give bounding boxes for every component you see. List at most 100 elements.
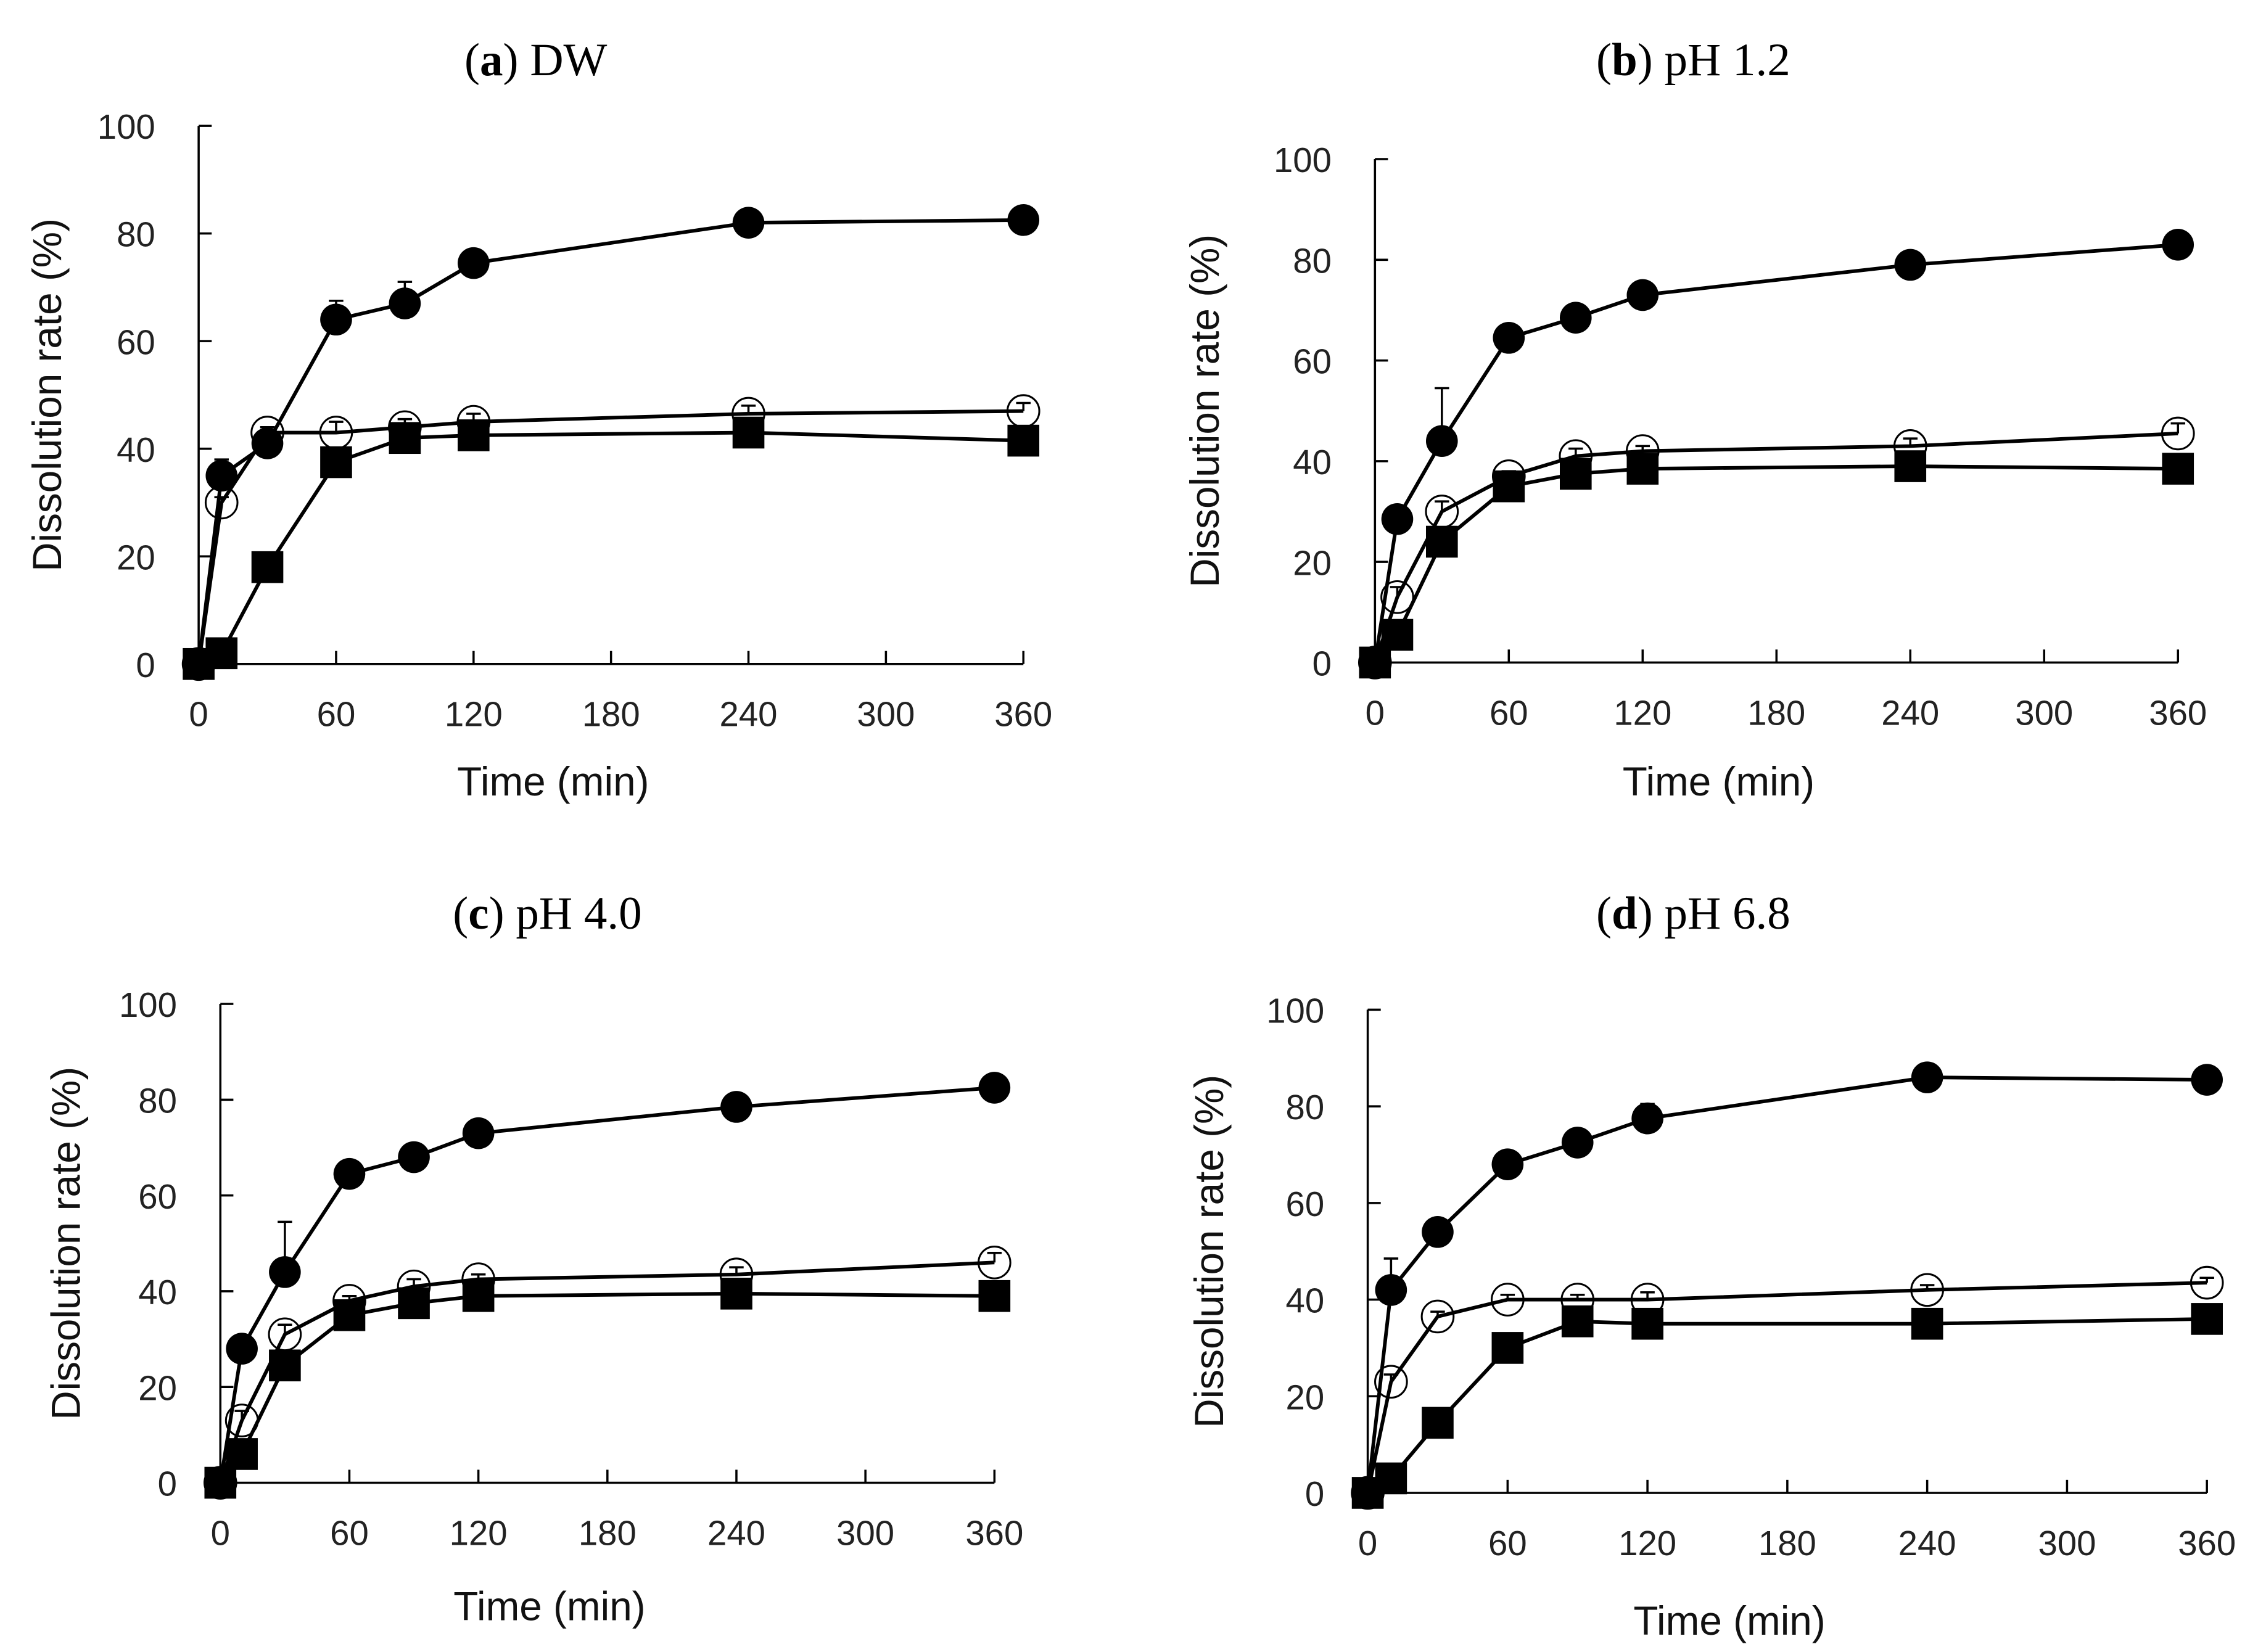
y-tick-label: 40 xyxy=(1293,443,1332,482)
x-tick-label: 300 xyxy=(857,695,915,734)
title-paren-close: ) xyxy=(1638,35,1665,86)
title-letter: d xyxy=(1612,888,1638,939)
x-tick-label: 180 xyxy=(579,1513,637,1552)
data-point-filled-circle xyxy=(389,287,421,319)
data-point-filled-circle xyxy=(1375,1274,1407,1306)
series-filled-circle xyxy=(204,1072,1011,1499)
data-point-filled-circle xyxy=(205,459,238,492)
title-paren-open: ( xyxy=(464,35,480,86)
title-letter: c xyxy=(468,888,488,939)
y-tick-label: 100 xyxy=(97,107,155,146)
x-tick-label: 120 xyxy=(450,1513,508,1552)
data-point-filled-square xyxy=(720,1278,752,1310)
y-tick-label: 80 xyxy=(1286,1088,1325,1127)
y-tick-label: 40 xyxy=(1286,1281,1325,1320)
x-tick-label: 360 xyxy=(965,1513,1023,1552)
x-tick-label: 120 xyxy=(445,695,503,734)
series-open-circle xyxy=(1351,1265,2224,1510)
data-point-filled-circle xyxy=(226,1333,258,1365)
data-point-filled-circle xyxy=(1911,1061,1943,1093)
series-filled-square xyxy=(204,1278,1011,1499)
y-tick-label: 60 xyxy=(1286,1185,1325,1223)
x-tick-label: 360 xyxy=(2149,693,2207,732)
series-filled-circle xyxy=(183,204,1040,680)
panel-c: (c) pH 4.0 0 60 120 180 240 300 360 0 20 40 60 80 100… xyxy=(44,888,1024,1629)
data-point-open-circle xyxy=(1910,1273,1944,1307)
data-point-open-circle xyxy=(2161,416,2195,451)
y-tick-label: 40 xyxy=(138,1273,177,1312)
x-tick-label: 0 xyxy=(189,695,208,734)
y-tick-label: 20 xyxy=(138,1368,177,1407)
series-line xyxy=(1366,1281,2207,1494)
x-tick-label: 60 xyxy=(317,695,356,734)
y-tick-label: 0 xyxy=(136,646,155,684)
x-tick-label: 300 xyxy=(836,1513,894,1552)
data-point-filled-square xyxy=(1381,618,1414,651)
data-point-filled-circle xyxy=(333,1157,366,1190)
data-point-filled-square xyxy=(1559,458,1592,490)
data-point-filled-circle xyxy=(1422,1216,1454,1248)
y-tick-label: 80 xyxy=(117,215,155,254)
x-tick-label: 240 xyxy=(1898,1524,1956,1563)
data-point-filled-square xyxy=(1422,1407,1454,1439)
series-line xyxy=(1373,242,2178,663)
title-letter: a xyxy=(480,35,503,86)
data-point-open-circle xyxy=(1491,1283,1525,1317)
data-point-open-circle xyxy=(978,1246,1012,1280)
x-tick-label: 60 xyxy=(1490,693,1528,732)
x-tick-label: 120 xyxy=(1618,1524,1676,1563)
y-tick-label: 0 xyxy=(1312,644,1332,683)
data-point-filled-circle xyxy=(1493,322,1525,354)
x-tick-label: 360 xyxy=(994,695,1052,734)
data-point-filled-circle xyxy=(1559,302,1592,334)
data-point-filled-square xyxy=(1425,525,1458,558)
data-point-open-circle xyxy=(2190,1265,2224,1300)
data-point-filled-square xyxy=(333,1299,366,1331)
title-text: pH 1.2 xyxy=(1665,35,1790,86)
series-open-circle xyxy=(1358,416,2195,680)
data-point-filled-square xyxy=(458,419,490,451)
data-point-filled-circle xyxy=(1351,1477,1384,1509)
data-point-filled-circle xyxy=(251,427,284,459)
data-point-filled-square xyxy=(978,1280,1011,1312)
data-point-filled-circle xyxy=(1894,249,1927,281)
series-line xyxy=(197,409,1024,665)
x-axis-label: Time (min) xyxy=(457,759,649,804)
x-tick-label: 240 xyxy=(707,1513,765,1552)
title-paren-open: ( xyxy=(453,888,468,939)
series-filled-circle xyxy=(1359,229,2194,679)
y-tick-label: 60 xyxy=(1293,342,1332,381)
x-tick-label: 0 xyxy=(211,1513,230,1552)
data-point-filled-circle xyxy=(462,1117,495,1149)
data-point-filled-square xyxy=(1631,1307,1663,1340)
series-line xyxy=(218,1086,995,1483)
series-filled-square xyxy=(1351,1303,2223,1509)
data-point-filled-square xyxy=(732,416,765,449)
series-filled-square xyxy=(1359,450,2194,679)
title-paren-close: ) xyxy=(503,35,530,86)
panel-d: (d) pH 6.8 0 60 120 180 240 300 360 0 20 40 60 80 100… xyxy=(1187,888,2236,1643)
panel-title: (a) DW xyxy=(464,35,607,86)
data-point-filled-square xyxy=(1911,1307,1943,1340)
y-tick-label: 100 xyxy=(1266,992,1324,1030)
data-point-filled-circle xyxy=(732,207,765,239)
x-tick-label: 0 xyxy=(1366,693,1385,732)
x-axis-label: Time (min) xyxy=(1623,759,1815,804)
title-text: pH 6.8 xyxy=(1665,888,1790,939)
y-tick-label: 20 xyxy=(1286,1378,1325,1416)
data-point-filled-circle xyxy=(1381,503,1414,535)
data-point-filled-square xyxy=(1007,424,1040,457)
data-point-filled-square xyxy=(1491,1332,1524,1364)
data-point-filled-square xyxy=(2191,1303,2223,1335)
data-point-filled-circle xyxy=(1007,204,1040,236)
data-point-filled-circle xyxy=(204,1466,237,1499)
data-point-filled-circle xyxy=(458,247,490,279)
data-point-open-circle xyxy=(1374,1365,1408,1399)
y-tick-label: 60 xyxy=(117,323,155,361)
title-paren-close: ) xyxy=(489,888,516,939)
x-tick-label: 300 xyxy=(2015,693,2073,732)
x-tick-label: 180 xyxy=(1747,693,1805,732)
data-point-filled-circle xyxy=(1561,1127,1594,1159)
